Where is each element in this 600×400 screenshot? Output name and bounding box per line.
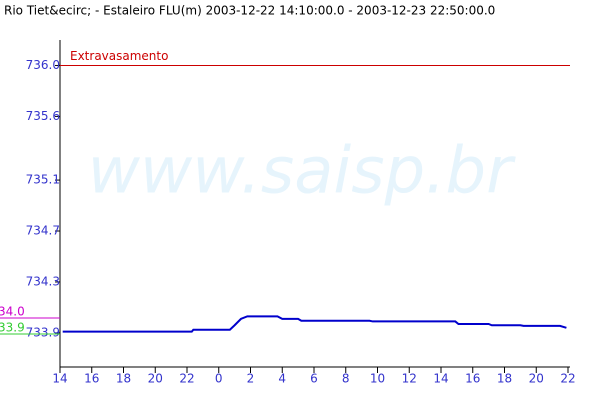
y-tick-label: 734.7 — [26, 224, 60, 238]
x-tick-label: 10 — [370, 372, 385, 386]
x-tick-label: 20 — [148, 372, 163, 386]
x-tick-label: 8 — [342, 372, 350, 386]
x-tick-label: 12 — [402, 372, 417, 386]
x-tick-label: 2 — [247, 372, 255, 386]
threshold-label: Extravasamento — [70, 49, 168, 63]
x-tick-label: 18 — [497, 372, 512, 386]
y-tick-label: 736.0 — [26, 58, 60, 72]
watermark: www.saisp.br — [88, 135, 517, 209]
x-tick-label: 14 — [433, 372, 448, 386]
side-label: 33.9 — [0, 321, 25, 335]
x-tick-label: 22 — [179, 372, 194, 386]
chart-title: Rio Tiet&ecirc; - Estaleiro FLU(m) 2003-… — [4, 4, 495, 18]
x-tick-label: 6 — [310, 372, 318, 386]
x-tick-label: 4 — [278, 372, 286, 386]
x-tick-label: 16 — [84, 372, 99, 386]
x-tick-label: 0 — [215, 372, 223, 386]
y-tick-label: 733.9 — [26, 325, 60, 339]
x-tick-label: 20 — [529, 372, 544, 386]
x-tick-label: 14 — [52, 372, 67, 386]
y-tick-label: 734.3 — [26, 274, 60, 288]
series-line — [62, 315, 567, 333]
y-tick-label: 735.6 — [26, 109, 60, 123]
x-tick-label: 16 — [465, 372, 480, 386]
x-tick-label: 18 — [116, 372, 131, 386]
side-label: 34.0 — [0, 305, 25, 319]
x-tick-label: 22 — [560, 372, 575, 386]
y-tick-label: 735.1 — [26, 173, 60, 187]
